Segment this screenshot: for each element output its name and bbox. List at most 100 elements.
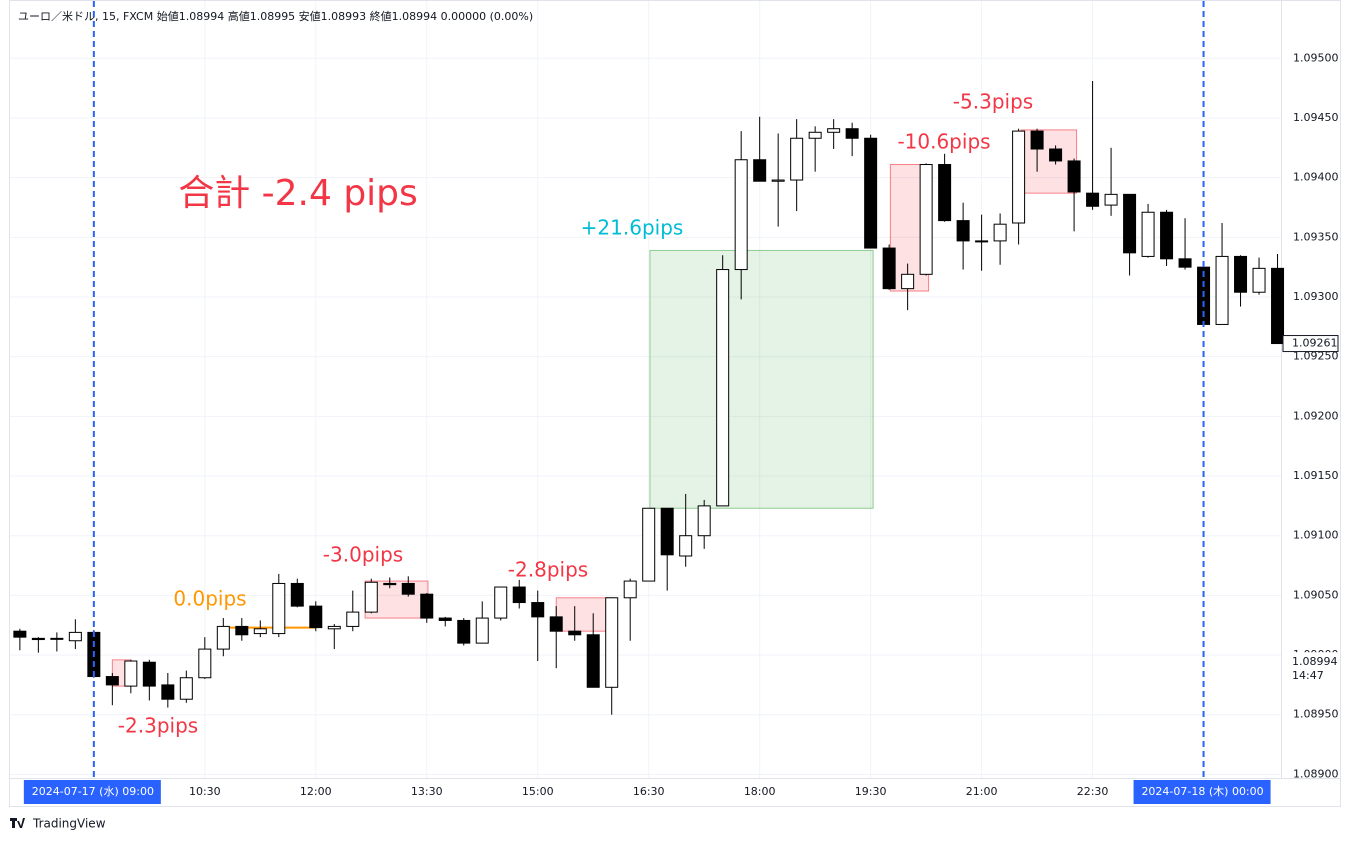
candle-body <box>790 137 804 181</box>
candle-body <box>438 617 452 621</box>
candle-body <box>1086 192 1100 207</box>
candle-body <box>623 580 637 599</box>
candle-body <box>1271 267 1285 345</box>
session-label-bg <box>23 780 161 804</box>
candle-body <box>1030 130 1044 150</box>
y-tick-label: 1.09350 <box>1293 230 1339 243</box>
candle-body <box>734 159 748 271</box>
candle-body <box>845 128 859 139</box>
candle-body <box>605 597 619 688</box>
y-tick-label: 1.09250 <box>1293 350 1339 363</box>
candle-body <box>31 637 45 641</box>
candle-body <box>142 661 156 687</box>
candle-body <box>198 648 212 679</box>
trade-box <box>649 249 874 509</box>
candle-body <box>309 605 323 629</box>
y-tick-label: 1.09100 <box>1293 529 1339 542</box>
candle-body <box>771 179 785 182</box>
candle-body <box>1215 255 1229 325</box>
candle-body <box>235 625 249 636</box>
candle-body <box>549 616 563 632</box>
trade-label: -5.3pips <box>953 90 1033 114</box>
y-tick-label: 1.09400 <box>1293 171 1339 184</box>
candle-body <box>531 602 545 618</box>
candle-body <box>882 247 896 290</box>
x-tick-label: 22:30 <box>1077 785 1109 798</box>
candle-body <box>475 617 489 644</box>
x-tick-label: 13:30 <box>411 785 443 798</box>
candle-body <box>679 535 693 557</box>
candle-body <box>512 586 526 604</box>
candle-body <box>1178 258 1192 268</box>
candle-body <box>827 128 841 133</box>
candle-body <box>420 593 434 619</box>
x-tick-label: 12:00 <box>300 785 332 798</box>
candle-body <box>327 625 341 630</box>
axes: 1.089001.089501.090001.090501.091001.091… <box>23 1 1339 804</box>
candle-body <box>864 137 878 249</box>
candle-body <box>68 631 82 642</box>
candle-body <box>586 634 600 688</box>
candle-body <box>716 269 730 507</box>
x-tick-label: 18:00 <box>744 785 776 798</box>
crosshair-label: 1.08994 <box>1292 655 1338 668</box>
trade-label: -3.0pips <box>323 543 403 567</box>
trade-label: -2.3pips <box>118 714 198 738</box>
x-tick-label: 21:00 <box>966 785 998 798</box>
candle-body <box>1049 148 1063 162</box>
candle-body <box>105 676 119 686</box>
header: ユーロ／米ドル, 15, FXCM 始値1.08994 高値1.08995 安値… <box>18 9 533 23</box>
candle-body <box>901 273 915 290</box>
candle-body <box>364 581 378 613</box>
candle-body <box>383 582 397 586</box>
candle-body <box>1160 211 1174 260</box>
candle-body <box>253 628 267 635</box>
y-tick-label: 1.09300 <box>1293 290 1339 303</box>
x-tick-label: 15:00 <box>522 785 554 798</box>
candle-body <box>919 164 933 275</box>
candle-body <box>660 507 674 556</box>
candle-body <box>494 586 508 619</box>
logo <box>10 818 25 828</box>
candle-body <box>272 582 286 635</box>
crosshair-box <box>1283 652 1338 685</box>
candle-body <box>938 164 952 222</box>
candle-body <box>216 625 230 650</box>
candle-body <box>808 131 822 139</box>
trade-label: -10.6pips <box>897 130 990 154</box>
candle-body <box>13 630 27 638</box>
chart-title: 合計 -2.4 pips <box>178 173 418 214</box>
candles <box>13 80 1285 715</box>
last-price-box <box>1282 335 1339 353</box>
trade-box <box>1020 129 1078 194</box>
candle-body <box>401 582 415 595</box>
x-tick-label: 10:30 <box>189 785 221 798</box>
y-tick-label: 1.08950 <box>1293 708 1339 721</box>
candle-body <box>956 220 970 242</box>
session-label-bg <box>1133 780 1271 804</box>
session-label: 2024-07-18 (木) 00:00 <box>1141 785 1263 798</box>
y-tick-label: 1.08900 <box>1293 767 1339 780</box>
candle-body <box>697 505 711 537</box>
candle-body <box>1012 130 1026 224</box>
candle-body <box>568 630 582 636</box>
countdown: 14:47 <box>1292 669 1324 682</box>
x-tick-label: 16:30 <box>633 785 665 798</box>
candle-body <box>161 684 175 700</box>
last-price-label: 1.09261 <box>1292 337 1338 350</box>
session-label: 2024-07-17 (水) 09:00 <box>32 785 154 798</box>
candle-body <box>753 159 767 182</box>
candle-body <box>124 660 138 687</box>
trade-box <box>555 597 615 632</box>
y-tick-label: 1.09500 <box>1293 51 1339 64</box>
candle-body <box>642 507 656 582</box>
trade-label: +21.6pips <box>581 216 684 240</box>
candle-body <box>993 223 1007 242</box>
candle-body <box>1252 267 1266 293</box>
candle-body <box>1123 193 1137 254</box>
trade-label: 0.0pips <box>173 587 246 611</box>
candle-body <box>179 677 193 700</box>
trade-label: -2.8pips <box>508 558 588 582</box>
candle-body <box>1104 193 1118 206</box>
chart-frame <box>9 0 1341 807</box>
